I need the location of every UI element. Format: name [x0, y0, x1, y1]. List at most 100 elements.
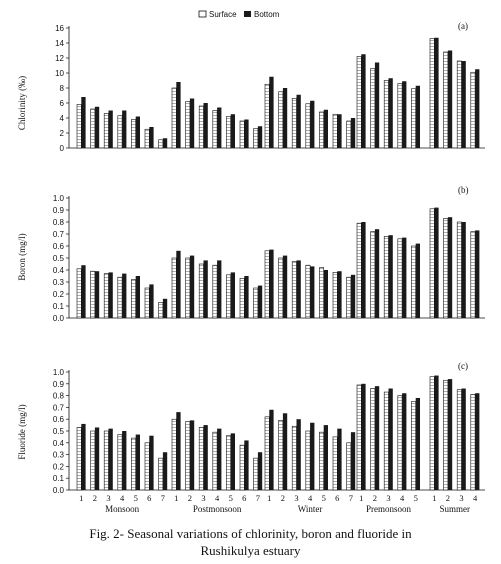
boron-bottom-bar: [176, 250, 181, 318]
chlorinity-panel: (a) Chlorinity (‰) 0 2 4 6 8 10 12 14 16: [17, 21, 485, 153]
boron-y-tick-label: 0.4: [53, 266, 65, 275]
chlorinity-y-tick-label: 14: [55, 39, 64, 48]
station-label: 7: [161, 493, 165, 503]
boron-y-tick-label: 0.3: [53, 278, 65, 287]
station-label: 7: [256, 493, 260, 503]
boron-y-tick-label: 0.5: [53, 254, 65, 263]
fluoride-bottom-bar: [337, 428, 342, 490]
station-label: 6: [242, 493, 246, 503]
boron-surface-bar: [171, 257, 177, 319]
fluoride-bottom-bar: [447, 379, 453, 490]
chlorinity-bottom-bar: [310, 100, 315, 148]
chlorinity-surface-bar: [76, 104, 82, 149]
station-label: 3: [459, 493, 463, 503]
boron-surface-bar: [212, 264, 218, 319]
chlorinity-surface-bar: [171, 87, 177, 149]
chlorinity-surface-bar: [103, 113, 109, 149]
boron-bottom-bar: [189, 255, 195, 318]
fluoride-bottom-bar: [149, 435, 154, 490]
boron-surface-bar: [131, 279, 136, 319]
chlorinity-surface-bar: [411, 88, 416, 149]
fluoride-surface-bar: [319, 431, 324, 491]
fluoride-surface-bar: [383, 391, 389, 491]
fluoride-bottom-bar: [162, 452, 168, 490]
chlorinity-bottom-bar: [323, 109, 328, 148]
chlorinity-bottom-bar: [81, 97, 86, 148]
station-label: 5: [322, 493, 326, 503]
chlorinity-bottom-bar: [337, 114, 342, 148]
boron-surface-bar: [76, 268, 82, 319]
fluoride-surface-bar: [76, 427, 82, 491]
chlorinity-surface-bar: [117, 115, 123, 149]
legend-bottom-swatch: [244, 11, 251, 17]
chlorinity-surface-bar: [443, 51, 449, 149]
fluoride-surface-bar: [443, 379, 449, 491]
chlorinity-surface-bar: [383, 80, 389, 149]
fluoride-surface-bar: [356, 384, 362, 491]
fluoride-bottom-bar: [402, 393, 407, 490]
boron-bottom-bar: [282, 255, 288, 318]
station-label: 2: [446, 493, 450, 503]
chlorinity-y-tick-label: 10: [55, 69, 64, 78]
fluoride-surface-bar: [332, 436, 338, 491]
fluoride-surface-bar: [278, 420, 284, 491]
fluoride-surface-bar: [264, 416, 270, 491]
season-label: Monsoon: [105, 504, 140, 514]
station-label: 6: [147, 493, 151, 503]
station-label: 2: [373, 493, 377, 503]
boron-y-tick-label: 0.9: [53, 206, 65, 215]
fluoride-panel: (c) Fluoride (mg/l) 0.0 0.1 0.2 0.3 0.4 0.5 0.…: [17, 361, 485, 514]
boron-surface-bar: [470, 231, 476, 319]
station-label: 7: [349, 493, 353, 503]
chlorinity-surface-bar: [370, 68, 376, 149]
chlorinity-surface-bar: [253, 128, 259, 149]
boron-bottom-bar: [296, 260, 301, 318]
fluoride-bottom-bar: [217, 428, 222, 490]
legend-surface-label: Surface: [209, 10, 237, 19]
fluoride-bottom-bar: [176, 412, 181, 490]
figure-caption-line-1: Fig. 2- Seasonal variations of chlorinit…: [89, 526, 412, 541]
boron-surface-bar: [144, 287, 150, 319]
chlorinity-bottom-bar: [217, 107, 222, 148]
station-label: 2: [188, 493, 192, 503]
chlorinity-y-tick-label: 2: [60, 129, 65, 138]
chlorinity-surface-bar: [429, 38, 435, 149]
fluoride-y-tick-label: 0.3: [53, 451, 65, 460]
fluoride-surface-bar: [370, 388, 376, 491]
boron-surface-bar: [370, 231, 376, 319]
boron-surface-bar: [239, 278, 245, 319]
legend-surface-swatch: [198, 10, 207, 18]
station-label: 4: [215, 493, 220, 503]
boron-y-tick-label: 0.0: [53, 314, 65, 323]
chlorinity-surface-bar: [291, 98, 297, 149]
chlorinity-surface-bar: [305, 103, 311, 149]
boron-bottom-bar: [203, 260, 208, 318]
chlorinity-bottom-bar: [269, 76, 274, 148]
boron-bottom-bar: [244, 276, 249, 318]
boron-surface-bar: [253, 287, 259, 319]
station-label: 3: [201, 493, 205, 503]
station-label: 6: [335, 493, 339, 503]
season-label: Summer: [439, 504, 470, 514]
boron-bottom-bar: [108, 272, 113, 318]
boron-y-tick-label: 0.7: [53, 230, 65, 239]
chlorinity-surface-bar: [470, 71, 476, 149]
boron-axis-label: Boron (mg/l): [17, 233, 27, 280]
station-label: 1: [432, 493, 436, 503]
fluoride-y-tick-label: 0.5: [53, 427, 65, 436]
fluoride-surface-bar: [397, 395, 403, 491]
chlorinity-bottom-bar: [296, 94, 301, 148]
boron-surface-bar: [305, 264, 311, 319]
fluoride-y-tick-label: 0.0: [53, 486, 65, 495]
boron-surface-bar: [429, 208, 435, 319]
station-label: 4: [308, 493, 313, 503]
chlorinity-surface-bar: [332, 113, 338, 149]
station-label: 3: [294, 493, 298, 503]
boron-bottom-bar: [361, 222, 366, 318]
station-label: 5: [134, 493, 138, 503]
boron-surface-bar: [278, 257, 284, 319]
figure-caption-line-2: Rushikulya estuary: [200, 543, 301, 558]
station-label: 1: [79, 493, 83, 503]
fluoride-axis-label: Fluoride (mg/l): [17, 404, 27, 459]
